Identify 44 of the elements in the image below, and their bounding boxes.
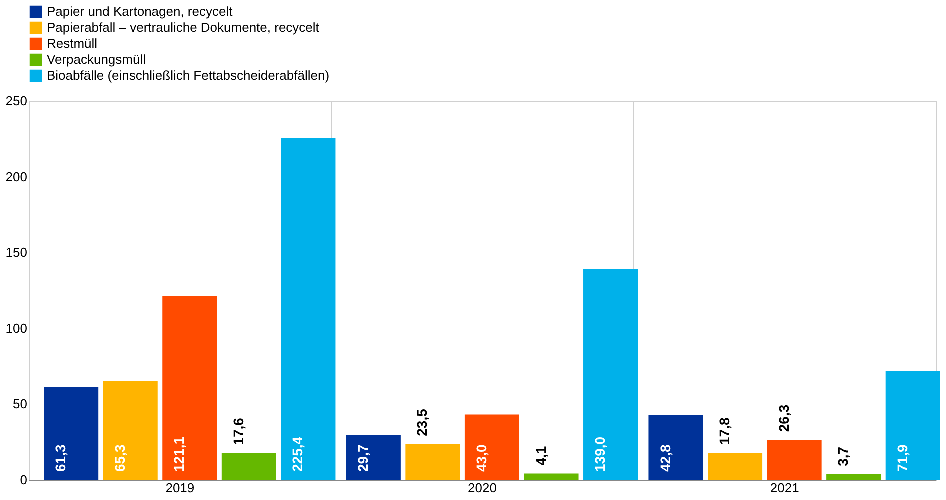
- bar: [648, 415, 704, 480]
- bar: [162, 296, 218, 480]
- data-label: 17,6: [230, 418, 246, 446]
- data-label: 61,3: [52, 444, 69, 472]
- bar: [103, 381, 158, 480]
- bar: [524, 474, 579, 480]
- data-label: 139,0: [592, 436, 608, 472]
- bar: [584, 269, 638, 480]
- bar: [346, 434, 401, 480]
- data-label: 225,4: [290, 436, 306, 472]
- bar: [44, 387, 99, 480]
- bar: [222, 453, 276, 480]
- y-tick-label: 100: [6, 320, 28, 336]
- bar: [406, 444, 460, 480]
- legend-label: Restmüll: [47, 36, 98, 51]
- data-label: 23,5: [414, 408, 430, 436]
- x-tick-label: 2019: [166, 480, 195, 496]
- data-label: 65,3: [112, 444, 128, 472]
- bar: [826, 474, 882, 480]
- data-label: 43,0: [474, 444, 490, 472]
- data-label: 42,8: [657, 444, 674, 472]
- data-label: 121,1: [171, 436, 188, 472]
- data-label: 17,8: [716, 418, 733, 446]
- data-label: 3,7: [835, 446, 852, 466]
- data-label: 4,1: [532, 446, 549, 466]
- bar: [281, 138, 336, 480]
- y-tick-label: 150: [6, 245, 28, 260]
- bar: [767, 440, 822, 480]
- data-label: 29,7: [354, 444, 371, 472]
- legend-label: Papier und Kartonagen, recycelt: [47, 4, 234, 19]
- data-label: 71,9: [894, 444, 910, 472]
- y-tick-label: 200: [6, 169, 28, 184]
- x-tick-label: 2021: [770, 480, 800, 496]
- y-tick-label: 50: [13, 396, 28, 412]
- legend-label: Bioabfälle (einschließlich Fettabscheiderabfällen): [47, 68, 330, 83]
- bar: [886, 371, 940, 480]
- bar: [464, 414, 520, 480]
- legend-label: Verpackungsmüll: [47, 52, 146, 67]
- x-tick-label: 2020: [468, 480, 497, 496]
- bar: [708, 453, 763, 480]
- legend-label: Papierabfall – vertrauliche Dokumente, recycelt: [47, 20, 320, 35]
- data-label: 26,3: [776, 404, 792, 432]
- y-tick-label: 0: [20, 472, 28, 488]
- y-tick-label: 250: [6, 94, 28, 108]
